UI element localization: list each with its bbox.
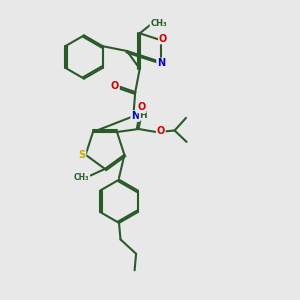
Text: CH₃: CH₃	[74, 173, 89, 182]
Text: N: N	[131, 111, 139, 121]
Text: O: O	[137, 102, 146, 112]
Text: O: O	[111, 81, 119, 91]
Text: H: H	[140, 111, 147, 120]
Text: CH₃: CH₃	[150, 19, 167, 28]
Text: O: O	[159, 34, 167, 44]
Text: N: N	[157, 58, 165, 68]
Text: S: S	[78, 150, 85, 160]
Text: O: O	[157, 126, 165, 136]
